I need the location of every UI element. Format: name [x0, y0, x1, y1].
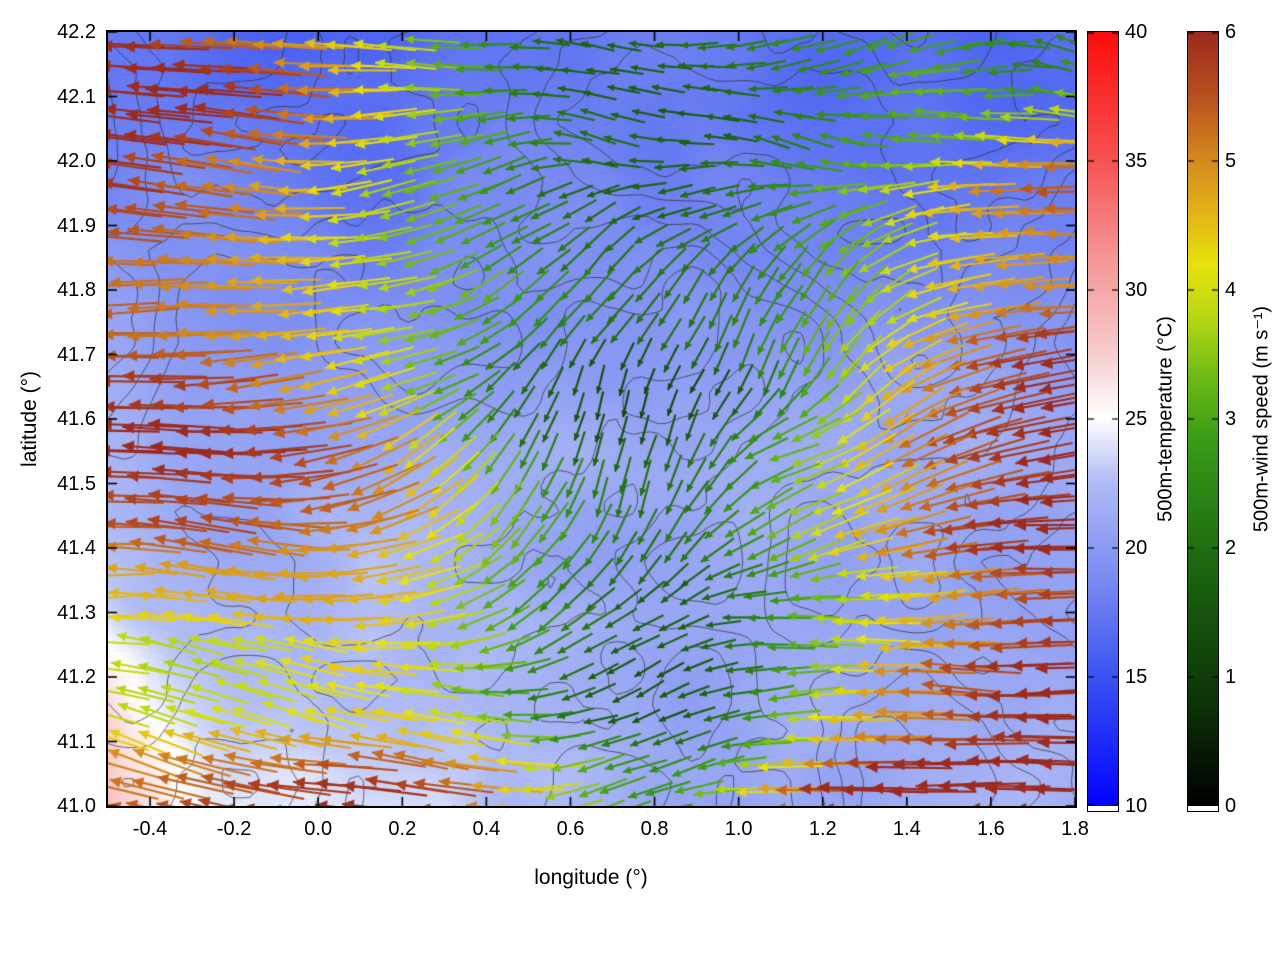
- temperature-colorbar-tick-label: 30: [1125, 279, 1148, 301]
- y-tick-label: 41.6: [57, 408, 96, 430]
- x-tick-label: -0.2: [216, 818, 252, 840]
- temperature-colorbar-tick-label: 10: [1125, 795, 1148, 817]
- temperature-colorbar-tick-label: 25: [1125, 408, 1148, 430]
- y-tick-label: 42.0: [57, 150, 96, 172]
- y-tick-label: 41.9: [57, 214, 96, 237]
- x-tick-label: 0.6: [556, 818, 585, 840]
- x-tick-label: -0.4: [132, 818, 168, 840]
- wind-colorbar-tick-label: 2: [1225, 537, 1237, 559]
- y-tick-label: 41.2: [57, 666, 96, 688]
- temperature-wind-quiver-canvas: [108, 32, 1075, 806]
- x-tick-label: 1.4: [892, 818, 921, 840]
- x-tick-label: 0.0: [304, 818, 333, 840]
- y-tick-label: 42.1: [57, 85, 96, 108]
- wind-colorbar-tick-label: 3: [1225, 408, 1237, 430]
- x-tick-label: 1.6: [977, 818, 1005, 840]
- temperature-colorbar-tick-label: 15: [1125, 666, 1148, 688]
- wind-colorbar-tick-label: 6: [1225, 21, 1237, 43]
- y-tick-label: 41.3: [57, 601, 96, 624]
- wind-colorbar-tick-label: 0: [1225, 795, 1237, 817]
- y-axis-label: latitude (°): [18, 371, 41, 467]
- x-tick-label: 1.0: [724, 818, 753, 840]
- wind-colorbar-tick-label: 4: [1225, 279, 1237, 301]
- y-tick-label: 41.4: [57, 537, 96, 559]
- y-tick-label: 41.8: [57, 279, 96, 301]
- x-axis-label: longitude (°): [534, 866, 648, 889]
- plot-area: [106, 30, 1077, 808]
- temperature-colorbar: [1087, 31, 1119, 812]
- x-tick-label: 0.8: [640, 818, 669, 840]
- wind-speed-colorbar: [1187, 31, 1219, 812]
- wind-colorbar-tick-label: 5: [1225, 150, 1237, 172]
- temperature-colorbar-gradient: [1088, 32, 1118, 806]
- x-tick-label: 1.8: [1061, 818, 1089, 840]
- x-tick-label: 0.4: [472, 818, 501, 840]
- x-tick-label: 0.2: [388, 818, 417, 840]
- wind-colorbar-gradient: [1188, 32, 1218, 806]
- y-tick-label: 41.5: [57, 472, 96, 495]
- temperature-colorbar-tick-label: 40: [1125, 21, 1148, 43]
- temperature-colorbar-label: 500m-temperature (°C): [1154, 316, 1177, 522]
- y-tick-label: 41.1: [57, 730, 96, 753]
- y-tick-label: 41.0: [57, 795, 96, 817]
- y-tick-label: 41.7: [57, 343, 96, 366]
- x-tick-label: 1.2: [808, 818, 837, 840]
- wind-colorbar-tick-label: 1: [1225, 666, 1237, 688]
- temperature-colorbar-tick-label: 20: [1125, 537, 1148, 559]
- temperature-colorbar-tick-label: 35: [1125, 150, 1148, 172]
- wind-colorbar-label: 500m-wind speed (m s⁻¹): [1250, 305, 1273, 533]
- y-tick-label: 42.2: [57, 21, 96, 43]
